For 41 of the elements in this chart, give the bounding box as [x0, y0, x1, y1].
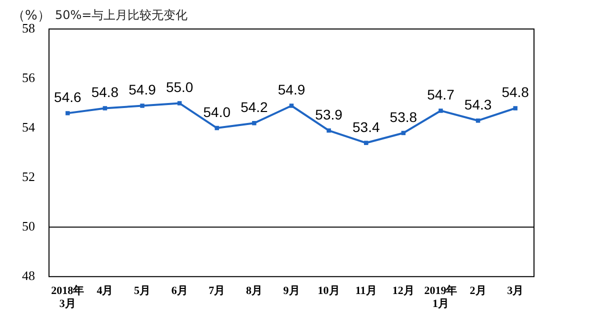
x-tick-label: 9月 — [283, 285, 300, 298]
point — [252, 120, 256, 126]
x-tick-label: 3月 — [507, 285, 524, 298]
point — [289, 104, 294, 108]
x-tick-label: 2019年 1月 — [424, 284, 458, 310]
point — [326, 128, 331, 133]
x-tick-label: 2018年 3月 — [51, 284, 84, 310]
point — [438, 108, 443, 113]
point — [513, 106, 518, 110]
data-label: 54.9 — [278, 82, 306, 98]
y-tick-label: 56 — [22, 70, 36, 85]
x-tick-label: 8月 — [246, 285, 262, 298]
data-label: 54.9 — [128, 82, 156, 98]
y-tick-label: 48 — [22, 268, 35, 284]
y-tick-label: 54 — [22, 119, 36, 134]
x-tick-label: 11月 — [355, 285, 377, 298]
point — [102, 106, 108, 110]
data-label: 55.0 — [166, 79, 194, 96]
x-tick-label: 6月 — [171, 285, 188, 298]
data-label: 53.8 — [390, 108, 418, 125]
x-tick-label: 12月 — [392, 285, 414, 298]
data-label: 53.4 — [352, 118, 380, 135]
x-tick-label: 7月 — [208, 285, 226, 298]
x-tick-label: 2月 — [470, 285, 486, 298]
data-label: 53.9 — [315, 106, 343, 122]
point — [140, 104, 144, 108]
data-label: 54.8 — [502, 84, 530, 100]
data-label: 54.0 — [203, 104, 231, 120]
point — [177, 101, 182, 106]
data-label: 54.7 — [427, 86, 455, 103]
point — [66, 111, 70, 116]
x-tick-label: 4月 — [96, 285, 114, 298]
y-tick-label: 50 — [22, 218, 35, 234]
data-label: 54.2 — [240, 98, 268, 115]
chart-title: 50%=与上月比较无变化 — [55, 8, 188, 22]
y-tick-label: 52 — [22, 168, 35, 184]
data-label: 54.8 — [91, 84, 119, 100]
data-label: 54.6 — [54, 89, 82, 106]
data-label: 54.3 — [464, 96, 492, 112]
x-tick-label: 10月 — [318, 285, 340, 298]
x-tick-label: 5月 — [134, 285, 151, 298]
